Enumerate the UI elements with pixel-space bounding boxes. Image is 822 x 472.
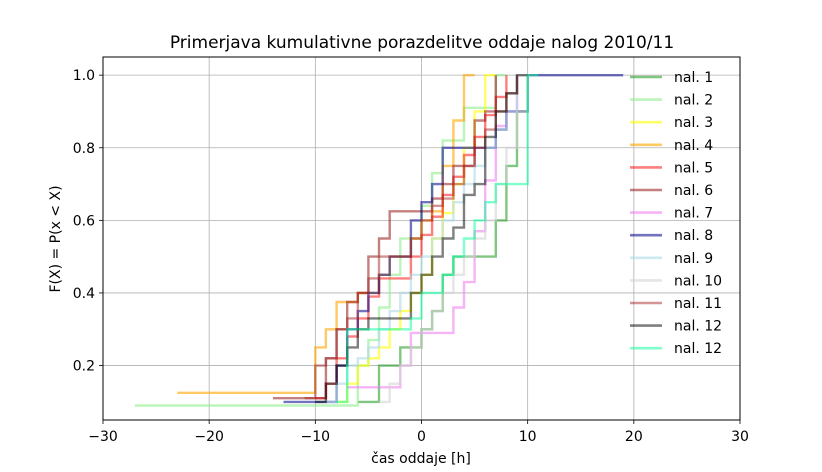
legend-label: nal. 7 — [674, 206, 713, 222]
legend-label: nal. 12 — [674, 341, 722, 357]
y-tick-label: 0.4 — [73, 286, 95, 302]
x-tick-label: −20 — [194, 429, 224, 445]
x-tick-label: −10 — [301, 429, 331, 445]
y-tick-label: 0.2 — [73, 359, 95, 375]
legend-label: nal. 1 — [674, 70, 713, 86]
y-tick-label: 1.0 — [73, 68, 95, 84]
legend-label: nal. 6 — [674, 183, 713, 199]
legend-label: nal. 11 — [674, 296, 722, 312]
x-tick-label: 0 — [417, 429, 426, 445]
x-tick-label: −30 — [88, 429, 118, 445]
chart-title: Primerjava kumulativne porazdelitve odda… — [170, 33, 674, 53]
legend-label: nal. 9 — [674, 251, 713, 267]
legend-label: nal. 4 — [674, 138, 713, 154]
legend-label: nal. 5 — [674, 160, 713, 176]
legend-label: nal. 8 — [674, 228, 713, 244]
x-tick-label: 30 — [731, 429, 749, 445]
legend-label: nal. 10 — [674, 273, 722, 289]
y-tick-label: 0.6 — [73, 213, 95, 229]
x-tick-label: 10 — [519, 429, 537, 445]
legend-label: nal. 2 — [674, 93, 713, 109]
x-axis-label: čas oddaje [h] — [371, 451, 471, 467]
y-axis-label: F(X) = P(x < X) — [48, 185, 64, 292]
series-line-13 — [336, 74, 539, 404]
legend: nal. 1 nal. 2 nal. 3 nal. 4 nal. 5 nal. 6 nal.… — [630, 70, 722, 357]
series-line-11 — [304, 75, 519, 400]
x-tick-label: 20 — [625, 429, 643, 445]
ticks: −30 −20 −10 0 10 20 30 0.2 0.4 0.6 0.8 1.0 — [73, 68, 749, 445]
legend-label: nal. 3 — [674, 115, 713, 131]
legend-label: nal. 12 — [674, 319, 722, 335]
y-tick-label: 0.8 — [73, 141, 95, 157]
series-layer — [134, 74, 624, 407]
